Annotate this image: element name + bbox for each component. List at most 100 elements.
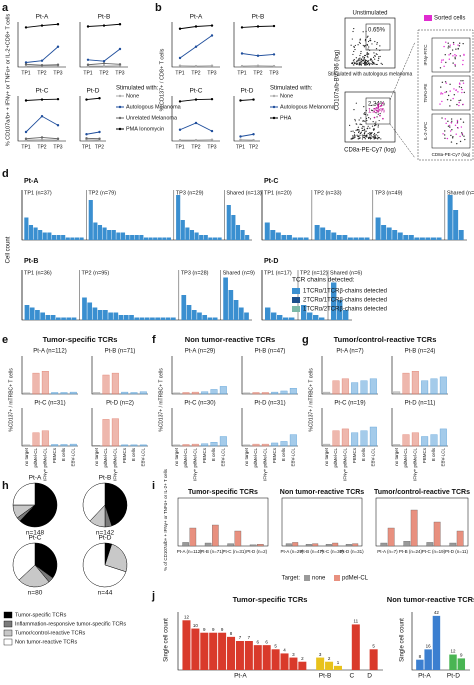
x-tick-label: PBMCs — [52, 447, 57, 463]
flow-dot — [360, 131, 362, 133]
bar — [88, 200, 93, 240]
legend-label: Autologous Melanoma — [126, 104, 182, 110]
bar — [24, 305, 30, 320]
axis — [241, 356, 298, 395]
x-tick-label: TP1 — [83, 70, 92, 76]
flow-dot — [364, 112, 366, 114]
x-tick-label: IFNγ+ pdMel-CL — [343, 448, 348, 481]
bar — [264, 222, 270, 240]
flow-dot — [373, 108, 375, 110]
sorted-box — [417, 29, 474, 161]
chart-title: Pt-A (n=112) — [33, 349, 66, 355]
x-tick-label: EBV-LCL — [371, 448, 376, 467]
box — [271, 442, 279, 447]
flow-dot — [373, 137, 375, 139]
box — [41, 371, 49, 395]
bar — [134, 317, 140, 320]
box — [51, 444, 59, 447]
flow-dot — [457, 127, 459, 129]
flow-dot — [359, 61, 361, 63]
bar — [312, 543, 319, 547]
series-line — [240, 133, 254, 137]
y-axis-label: %CD137+ / mTRBC+ T cells — [8, 368, 14, 432]
box — [69, 391, 77, 395]
y-axis-label: Single cell count — [164, 618, 170, 662]
flow-dot — [365, 61, 367, 64]
axis — [21, 408, 78, 447]
bar — [298, 661, 307, 670]
point — [40, 136, 44, 139]
bar — [331, 232, 337, 240]
point — [98, 97, 101, 100]
flow-dot — [379, 114, 381, 117]
x-tick-label: pdMel-CL — [103, 448, 108, 468]
flow-dot — [440, 92, 442, 94]
x-tick-label: TP2 — [253, 70, 262, 76]
box — [32, 432, 40, 447]
point — [256, 54, 260, 57]
flow-plot — [431, 75, 471, 111]
value-label: 9 — [212, 627, 215, 632]
box — [93, 392, 101, 395]
bar — [314, 225, 320, 240]
bar — [325, 661, 334, 670]
bar — [130, 235, 135, 240]
flow-dot — [377, 113, 379, 115]
flow-dot — [363, 113, 365, 115]
flow-dot — [355, 62, 357, 64]
flow-dot — [359, 137, 361, 139]
point — [56, 23, 60, 26]
bar — [240, 230, 245, 240]
bar — [212, 317, 218, 320]
flow-dot — [449, 90, 451, 92]
flow-dot — [440, 61, 443, 63]
flow-dot — [358, 41, 361, 43]
bar — [301, 305, 307, 320]
point — [24, 99, 28, 102]
flow-dot — [443, 134, 446, 136]
point — [86, 63, 90, 66]
x-tick-label: Pt-D (n=31) — [340, 549, 364, 554]
flow-dot — [373, 136, 375, 138]
flow-dot — [462, 59, 464, 62]
pie-slice — [104, 543, 128, 573]
x-tick-label: Pt-C (n=19) — [422, 549, 446, 554]
value-label: 3 — [292, 652, 295, 657]
bar — [325, 230, 331, 240]
bar — [24, 217, 29, 240]
flow-dot — [456, 122, 459, 124]
flow-dot — [452, 41, 455, 44]
flow-dot — [362, 120, 364, 122]
point — [239, 138, 242, 141]
flow-dot — [374, 63, 376, 65]
bar — [358, 237, 364, 240]
chart-title: Pt-D — [87, 88, 100, 95]
bar — [416, 659, 424, 670]
flow-dot — [440, 93, 442, 95]
pie-subtitle: n=148 — [26, 530, 45, 537]
box — [351, 382, 359, 395]
flow-percent: 0.65% — [368, 28, 386, 34]
flow-dot — [459, 55, 461, 57]
value-label: 12 — [451, 649, 457, 654]
bar — [307, 312, 313, 320]
flow-dot — [379, 49, 381, 52]
flow-dot — [452, 97, 454, 100]
panel-label: h — [2, 480, 9, 492]
flow-dot — [361, 129, 363, 132]
point — [118, 23, 122, 26]
flow-dot — [371, 109, 373, 111]
bar — [320, 227, 326, 240]
bar — [257, 544, 264, 547]
group-label: TP3 (n=29) — [176, 190, 204, 196]
flow-dot — [382, 117, 384, 120]
flow-dot — [458, 82, 461, 84]
flow-dot — [450, 118, 453, 120]
bar — [289, 657, 298, 670]
flow-dot — [459, 135, 461, 138]
axis — [241, 408, 298, 447]
flow-dot — [448, 124, 451, 127]
bar — [150, 317, 155, 320]
point — [210, 64, 214, 67]
pie-title: Pt-B — [99, 475, 112, 482]
